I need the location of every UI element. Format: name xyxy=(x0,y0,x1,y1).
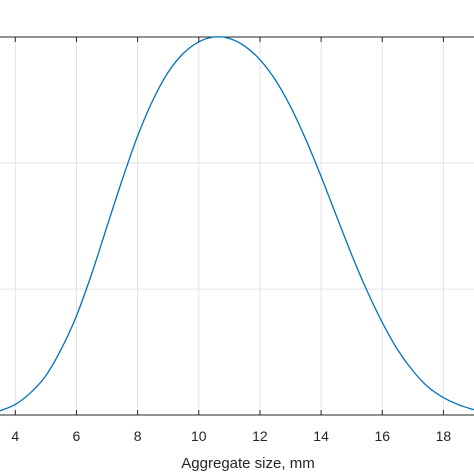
x-tick-label: 18 xyxy=(436,428,452,444)
x-tick-label: 4 xyxy=(11,428,19,444)
x-tick-label: 10 xyxy=(191,428,207,444)
y-gridlines xyxy=(0,162,474,290)
series-layer xyxy=(0,36,474,412)
x-gridlines xyxy=(14,37,444,415)
x-tick-label: 12 xyxy=(252,428,268,444)
x-ticks: 4 6 8 10 12 14 16 18 xyxy=(11,37,451,444)
x-tick-label: 14 xyxy=(313,428,329,444)
x-tick-label: 16 xyxy=(374,428,390,444)
series-line xyxy=(0,36,474,412)
x-axis-label: Aggregate size, mm xyxy=(181,455,314,472)
x-tick-label: 6 xyxy=(73,428,81,444)
axes-frame xyxy=(0,36,474,416)
x-tick-label: 8 xyxy=(134,428,142,444)
